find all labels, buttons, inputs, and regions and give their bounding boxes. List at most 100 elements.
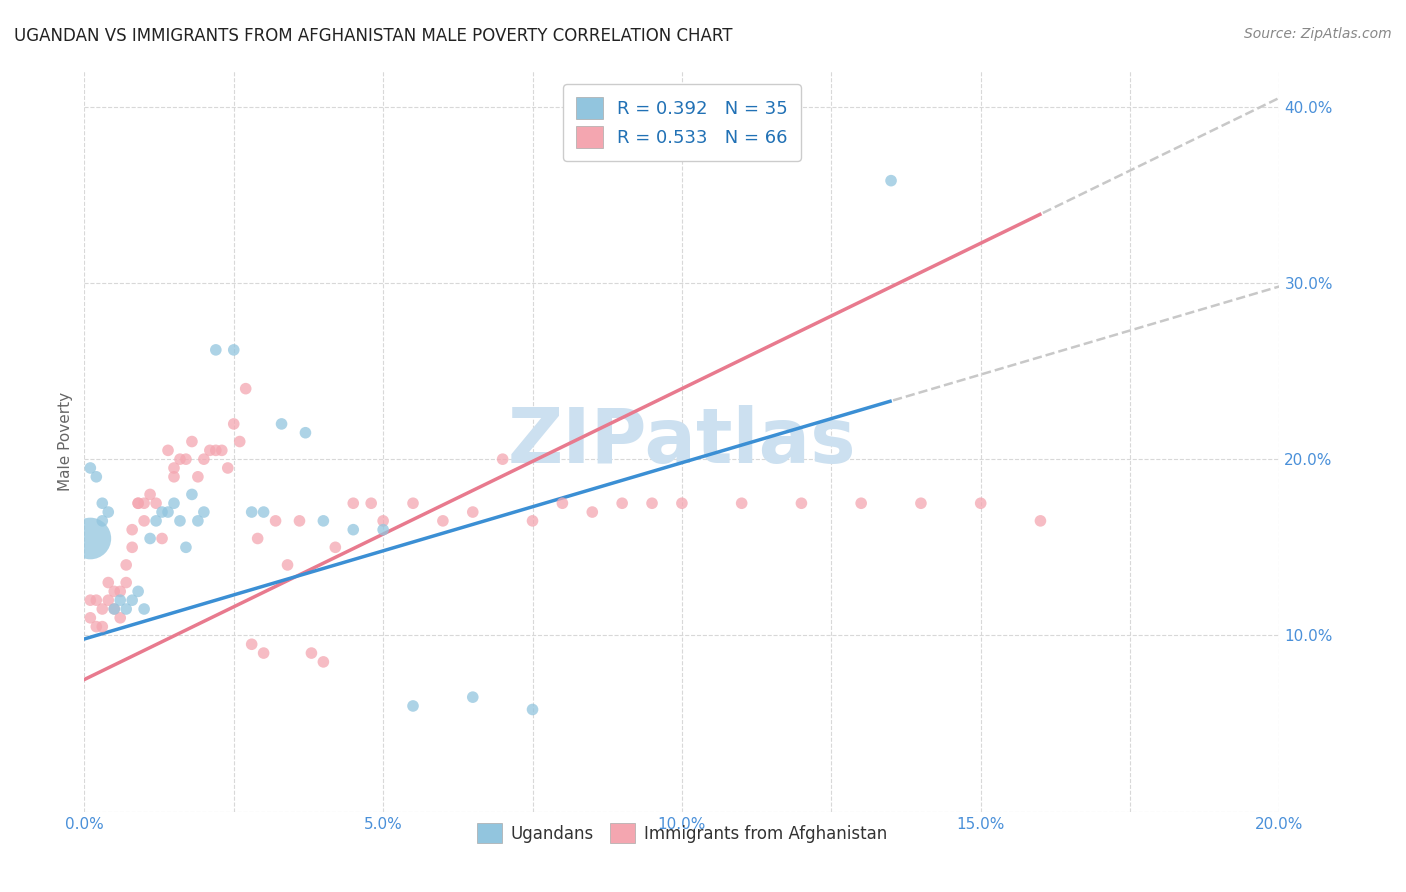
Point (103, 602, 125, 616)
Point (163, 461, 186, 475)
Point (193, 505, 215, 519)
Point (270, 417, 292, 431)
Text: ZIPatlas: ZIPatlas (508, 405, 856, 478)
Point (79, 532, 101, 546)
Point (264, 514, 287, 528)
Point (86, 593, 108, 607)
Point (222, 343, 245, 357)
Point (132, 496, 156, 510)
Point (163, 496, 186, 510)
Point (193, 452, 215, 467)
Point (880, 174, 903, 188)
Point (103, 584, 125, 599)
Point (187, 470, 209, 484)
Text: Source: ZipAtlas.com: Source: ZipAtlas.com (1244, 27, 1392, 41)
Point (235, 382, 257, 396)
Y-axis label: Male Poverty: Male Poverty (58, 392, 73, 491)
Point (157, 505, 180, 519)
Point (150, 505, 173, 519)
Point (91, 496, 114, 510)
Point (294, 425, 316, 440)
Point (222, 417, 245, 431)
Point (110, 611, 132, 625)
Point (110, 593, 132, 607)
Point (127, 584, 149, 599)
Point (139, 532, 162, 546)
Point (121, 523, 143, 537)
Point (432, 514, 454, 528)
Point (145, 514, 167, 528)
Point (91, 602, 114, 616)
Point (240, 505, 263, 519)
Point (641, 496, 664, 510)
Point (79, 611, 101, 625)
Point (402, 698, 425, 713)
Point (342, 523, 364, 537)
Point (187, 514, 209, 528)
Point (91, 619, 114, 633)
Point (150, 532, 173, 546)
Point (163, 470, 186, 484)
Point (360, 496, 382, 510)
Point (198, 443, 221, 458)
Point (970, 496, 993, 510)
Point (205, 443, 228, 458)
Point (121, 593, 143, 607)
Point (86, 619, 108, 633)
Point (205, 343, 228, 357)
Point (132, 602, 156, 616)
Point (1029, 514, 1052, 528)
Point (253, 646, 276, 660)
Point (91, 514, 114, 528)
Point (157, 443, 180, 458)
Point (228, 434, 252, 449)
Point (402, 496, 425, 510)
Point (121, 541, 143, 555)
Point (174, 452, 197, 467)
Point (325, 541, 347, 555)
Point (522, 702, 544, 716)
Point (211, 443, 233, 458)
Point (97, 593, 120, 607)
Point (373, 514, 395, 528)
Point (217, 461, 239, 475)
Point (492, 452, 515, 467)
Point (246, 532, 269, 546)
Point (132, 514, 156, 528)
Point (127, 496, 149, 510)
Point (342, 496, 364, 510)
Point (169, 452, 191, 467)
Point (312, 514, 335, 528)
Point (139, 487, 162, 501)
Point (97, 505, 120, 519)
Point (174, 541, 197, 555)
Point (110, 584, 132, 599)
Point (277, 558, 299, 572)
Point (910, 496, 932, 510)
Point (115, 602, 138, 616)
Point (551, 496, 574, 510)
Point (522, 514, 544, 528)
Point (145, 496, 167, 510)
Point (86, 470, 108, 484)
Point (181, 434, 204, 449)
Legend: Ugandans, Immigrants from Afghanistan: Ugandans, Immigrants from Afghanistan (468, 814, 896, 852)
Point (288, 514, 311, 528)
Point (790, 496, 813, 510)
Point (581, 505, 603, 519)
Point (79, 593, 101, 607)
Point (612, 496, 634, 510)
Point (671, 496, 693, 510)
Point (169, 514, 191, 528)
Point (731, 496, 754, 510)
Point (240, 637, 263, 651)
Point (851, 496, 873, 510)
Point (253, 505, 276, 519)
Point (79, 461, 101, 475)
Text: UGANDAN VS IMMIGRANTS FROM AFGHANISTAN MALE POVERTY CORRELATION CHART: UGANDAN VS IMMIGRANTS FROM AFGHANISTAN M… (14, 27, 733, 45)
Point (115, 558, 138, 572)
Point (127, 496, 149, 510)
Point (461, 690, 484, 705)
Point (373, 523, 395, 537)
Point (97, 575, 120, 590)
